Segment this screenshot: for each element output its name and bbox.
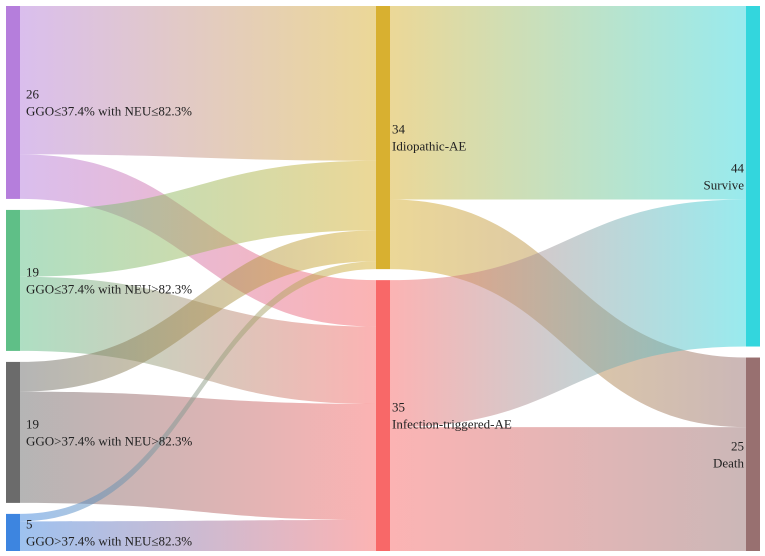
- node-label-ggo-37-4-with-neu-82-3: GGO≤37.4% with NEU>82.3%: [26, 281, 192, 296]
- node-survive: [746, 6, 760, 347]
- nodes-layer: [6, 6, 760, 551]
- link-ggo-37-4-with-neu-82-3-to-idiopathic-ae: [20, 230, 376, 392]
- node-count-ggo-37-4-with-neu-82-3: 26: [26, 86, 40, 101]
- node-count-idiopathic-ae: 34: [392, 122, 406, 137]
- links-layer: [20, 6, 746, 551]
- node-ggo-37-4-with-neu-82-3: [6, 209, 20, 351]
- link-idiopathic-ae-to-survive: [390, 6, 746, 200]
- node-idiopathic-ae: [376, 6, 390, 270]
- node-count-survive: 44: [731, 160, 745, 175]
- link-ggo-37-4-with-neu-82-3-to-idiopathic-ae: [20, 6, 376, 161]
- node-infection-triggered-ae: [376, 280, 390, 551]
- node-label-infection-triggered-ae: Infection-triggered-AE: [392, 417, 512, 432]
- node-ggo-37-4-with-neu-82-3: [6, 361, 20, 503]
- node-ggo-37-4-with-neu-82-3: [6, 6, 20, 199]
- node-label-idiopathic-ae: Idiopathic-AE: [392, 139, 466, 154]
- link-ggo-37-4-with-neu-82-3-to-infection-triggered-ae: [20, 520, 376, 551]
- node-count-ggo-37-4-with-neu-82-3: 5: [26, 516, 33, 531]
- node-count-death: 25: [731, 438, 744, 453]
- labels-layer: 26 GGO≤37.4% with NEU≤82.3% 19 GGO≤37.4% wi…: [26, 86, 745, 548]
- node-count-ggo-37-4-with-neu-82-3: 19: [26, 264, 39, 279]
- link-ggo-37-4-with-neu-82-3-to-idiopathic-ae: [20, 261, 376, 522]
- node-ggo-37-4-with-neu-82-3: [6, 513, 20, 551]
- node-count-ggo-37-4-with-neu-82-3: 19: [26, 416, 39, 431]
- node-count-infection-triggered-ae: 35: [392, 400, 405, 415]
- node-label-ggo-37-4-with-neu-82-3: GGO>37.4% with NEU≤82.3%: [26, 533, 192, 548]
- node-label-ggo-37-4-with-neu-82-3: GGO>37.4% with NEU>82.3%: [26, 433, 192, 448]
- node-label-survive: Survive: [704, 177, 745, 192]
- link-infection-triggered-ae-to-survive: [390, 199, 746, 428]
- link-infection-triggered-ae-to-death: [390, 427, 746, 551]
- link-ggo-37-4-with-neu-82-3-to-idiopathic-ae: [20, 160, 376, 277]
- node-death: [746, 357, 760, 551]
- link-ggo-37-4-with-neu-82-3-to-infection-triggered-ae: [20, 391, 376, 521]
- node-label-death: Death: [713, 455, 745, 470]
- node-label-ggo-37-4-with-neu-82-3: GGO≤37.4% with NEU≤82.3%: [26, 103, 192, 118]
- link-ggo-37-4-with-neu-82-3-to-infection-triggered-ae: [20, 276, 376, 404]
